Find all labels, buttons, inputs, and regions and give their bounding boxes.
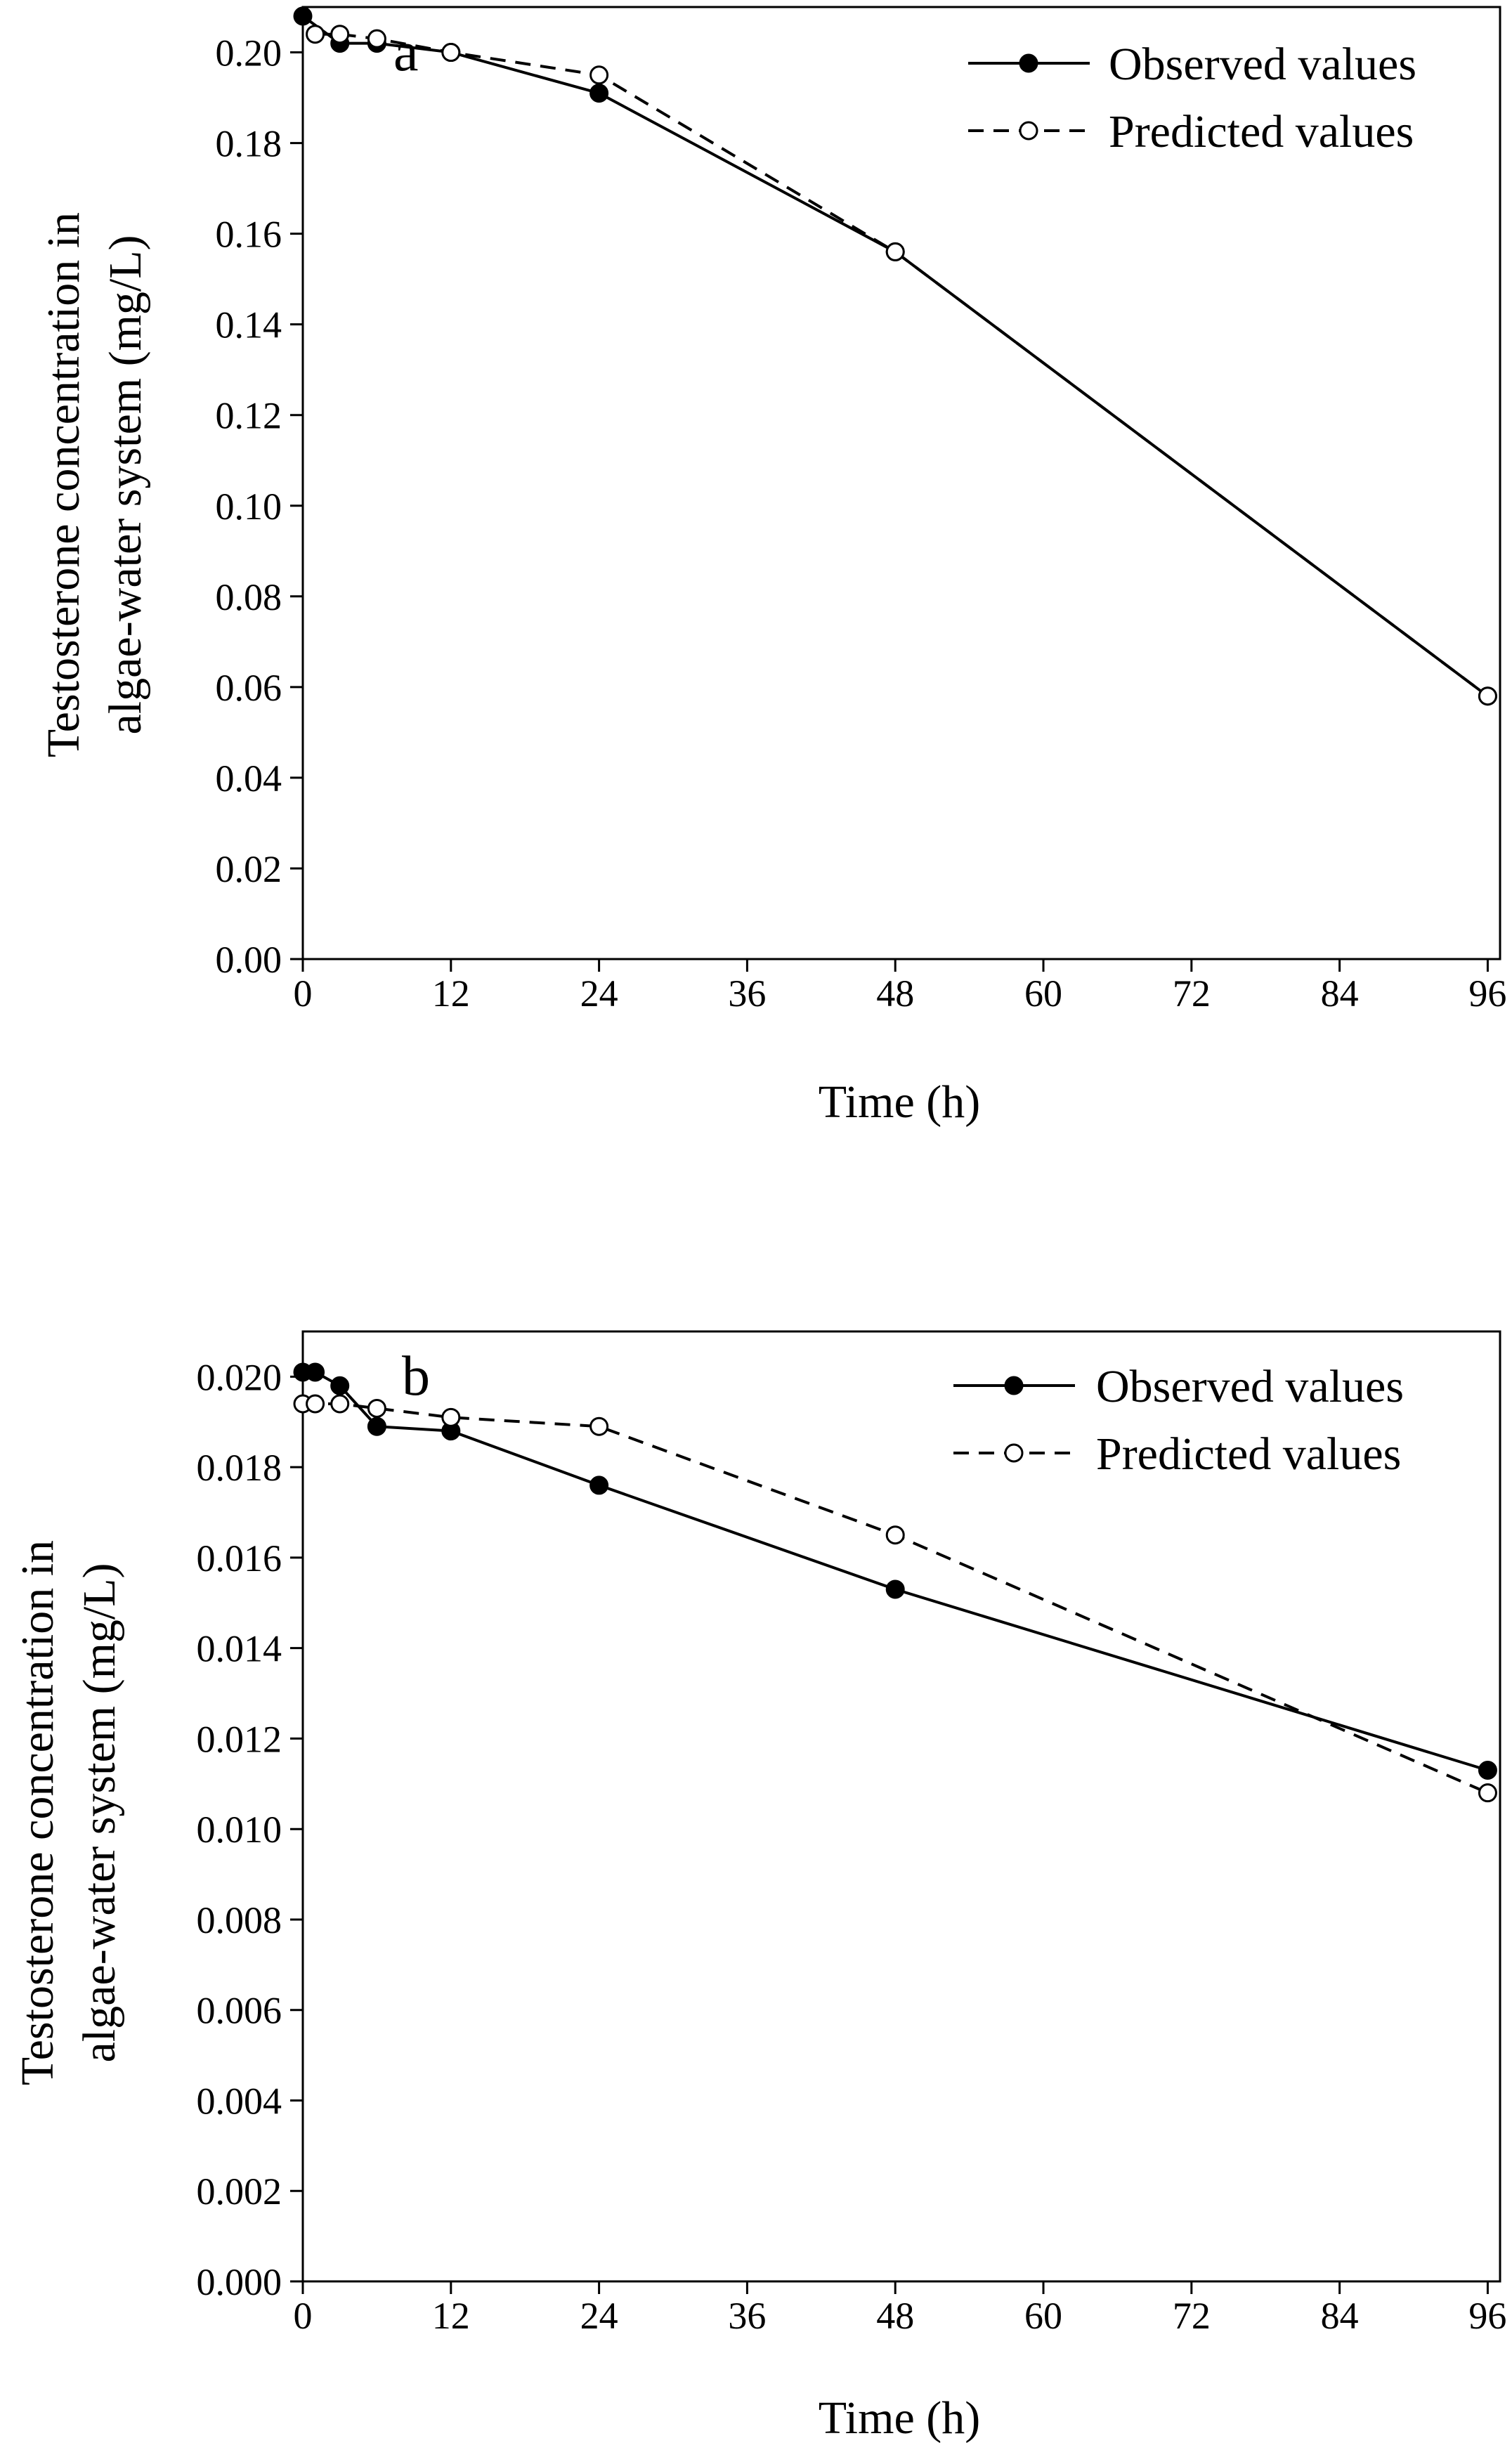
legend-observed-marker [1004,1376,1024,1395]
predicted-point [1478,1783,1497,1803]
x-tick-labels: 0 12 24 36 48 60 72 84 96 [294,2295,1507,2337]
y-tick-label: 0.12 [216,395,282,437]
observed-point [885,1579,905,1599]
y-tick-labels: 0.00 0.02 0.04 0.06 0.08 0.10 0.12 0.14 0.16 0.18… [216,32,282,981]
legend-observed-label: Observed values [1096,1361,1404,1412]
y-tick-label: 0.14 [216,304,282,346]
x-tick-label: 12 [432,972,470,1015]
y-tick-label: 0.008 [197,1899,282,1941]
x-tick-labels: 0 12 24 36 48 60 72 84 96 [294,972,1507,1015]
observed-point [306,1362,325,1382]
panel-b: 0.000 0.002 0.004 0.006 0.008 0.010 0.012 0.014… [12,1330,1507,2443]
y-tick-label: 0.010 [197,1809,282,1851]
x-axis-title: Time (h) [819,2392,980,2443]
x-tick-label: 72 [1173,972,1211,1015]
x-tick-label: 60 [1024,972,1062,1015]
predicted-point [330,25,350,44]
legend-predicted-label: Predicted values [1096,1428,1401,1480]
observed-point [1478,1760,1497,1780]
predicted-point [589,65,609,85]
x-ticks [301,959,1489,972]
y-tick-label: 0.020 [197,1356,282,1398]
x-tick-label: 60 [1024,2295,1062,2337]
y-tick-label: 0.02 [216,848,282,890]
y-axis-title: Testosterone concentration in algae-wate… [38,212,151,757]
x-tick-label: 0 [294,2295,313,2337]
observed-point [367,1416,386,1436]
x-tick-label: 96 [1468,972,1506,1015]
predicted-point [367,1398,386,1418]
y-tick-label: 0.16 [216,214,282,256]
predicted-point [441,1407,461,1427]
legend-observed-label: Observed values [1109,39,1416,90]
predicted-point [1478,686,1497,706]
x-axis-title: Time (h) [819,1076,980,1128]
y-tick-label: 0.00 [216,939,282,981]
y-tick-label: 0.016 [197,1537,282,1579]
y-tick-label: 0.002 [197,2170,282,2213]
legend-predicted-label: Predicted values [1109,106,1414,157]
predicted-point [306,25,325,44]
predicted-point [330,1394,350,1414]
panel-a: 0.00 0.02 0.04 0.06 0.08 0.10 0.12 0.14 0.16 0.18… [38,6,1507,1128]
x-tick-label: 84 [1321,972,1359,1015]
x-tick-label: 0 [294,972,313,1015]
observed-point [293,6,313,26]
x-tick-label: 12 [432,2295,470,2337]
y-tick-label: 0.012 [197,1718,282,1760]
predicted-point [306,1394,325,1414]
x-tick-label: 48 [876,2295,914,2337]
legend-observed-marker [1019,53,1038,73]
y-tick-label: 0.18 [216,123,282,165]
observed-point [589,1475,609,1495]
x-tick-label: 36 [728,2295,766,2337]
x-tick-label: 24 [580,2295,618,2337]
y-axis-title-line-1: Testosterone concentration in [12,1540,63,2085]
y-tick-labels: 0.000 0.002 0.004 0.006 0.008 0.010 0.012 0.014… [197,1356,282,2303]
x-tick-label: 36 [728,972,766,1015]
legend: Observed values Predicted values [968,39,1416,157]
y-tick-label: 0.10 [216,486,282,528]
x-tick-label: 96 [1468,2295,1506,2337]
panel-label: b [402,1346,430,1407]
y-tick-label: 0.04 [216,757,282,800]
y-axis-title-line-2: algae-water system (mg/L) [74,1563,125,2062]
predicted-point [589,1416,609,1436]
plot-frame [301,1330,1501,2283]
predicted-point [441,43,461,63]
predicted-point [367,29,386,48]
series-markers [293,1362,1497,1803]
x-tick-label: 72 [1173,2295,1211,2337]
y-ticks [290,51,303,960]
y-axis-title-line-2: algae-water system (mg/L) [100,235,151,734]
x-ticks [301,2281,1489,2294]
legend-predicted-marker [1019,121,1038,141]
observed-point [330,1376,350,1395]
y-tick-label: 0.014 [197,1628,282,1670]
y-tick-label: 0.000 [197,2261,282,2303]
y-axis-title: Testosterone concentration in algae-wate… [12,1540,125,2085]
y-tick-label: 0.018 [197,1447,282,1489]
x-tick-label: 48 [876,972,914,1015]
y-tick-label: 0.06 [216,667,282,709]
y-tick-label: 0.006 [197,1990,282,2032]
plot-frame [301,6,1501,960]
series-line-predicted [303,1402,1489,1794]
observed-point [589,84,609,103]
x-tick-label: 24 [580,972,618,1015]
y-axis-title-line-1: Testosterone concentration in [38,212,89,757]
x-tick-label: 84 [1321,2295,1359,2337]
series-markers [293,6,1497,706]
y-tick-label: 0.004 [197,2080,282,2122]
predicted-point [885,242,905,261]
legend: Observed values Predicted values [953,1361,1404,1480]
legend-predicted-marker [1004,1443,1024,1463]
y-tick-label: 0.20 [216,32,282,74]
panel-label: a [393,21,419,83]
predicted-point [885,1525,905,1545]
y-tick-label: 0.08 [216,576,282,618]
